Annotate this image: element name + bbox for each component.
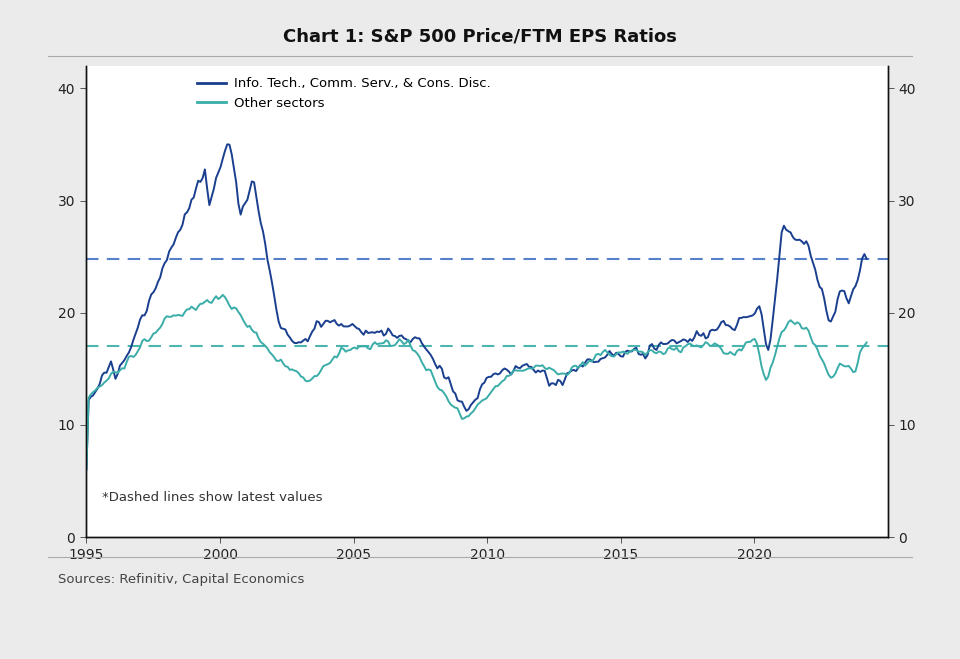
Text: *Dashed lines show latest values: *Dashed lines show latest values bbox=[103, 491, 323, 504]
Text: Chart 1: S&P 500 Price/FTM EPS Ratios: Chart 1: S&P 500 Price/FTM EPS Ratios bbox=[283, 27, 677, 45]
Legend: Info. Tech., Comm. Serv., & Cons. Disc., Other sectors: Info. Tech., Comm. Serv., & Cons. Disc.,… bbox=[197, 77, 491, 110]
Text: Sources: Refinitiv, Capital Economics: Sources: Refinitiv, Capital Economics bbox=[58, 573, 304, 587]
